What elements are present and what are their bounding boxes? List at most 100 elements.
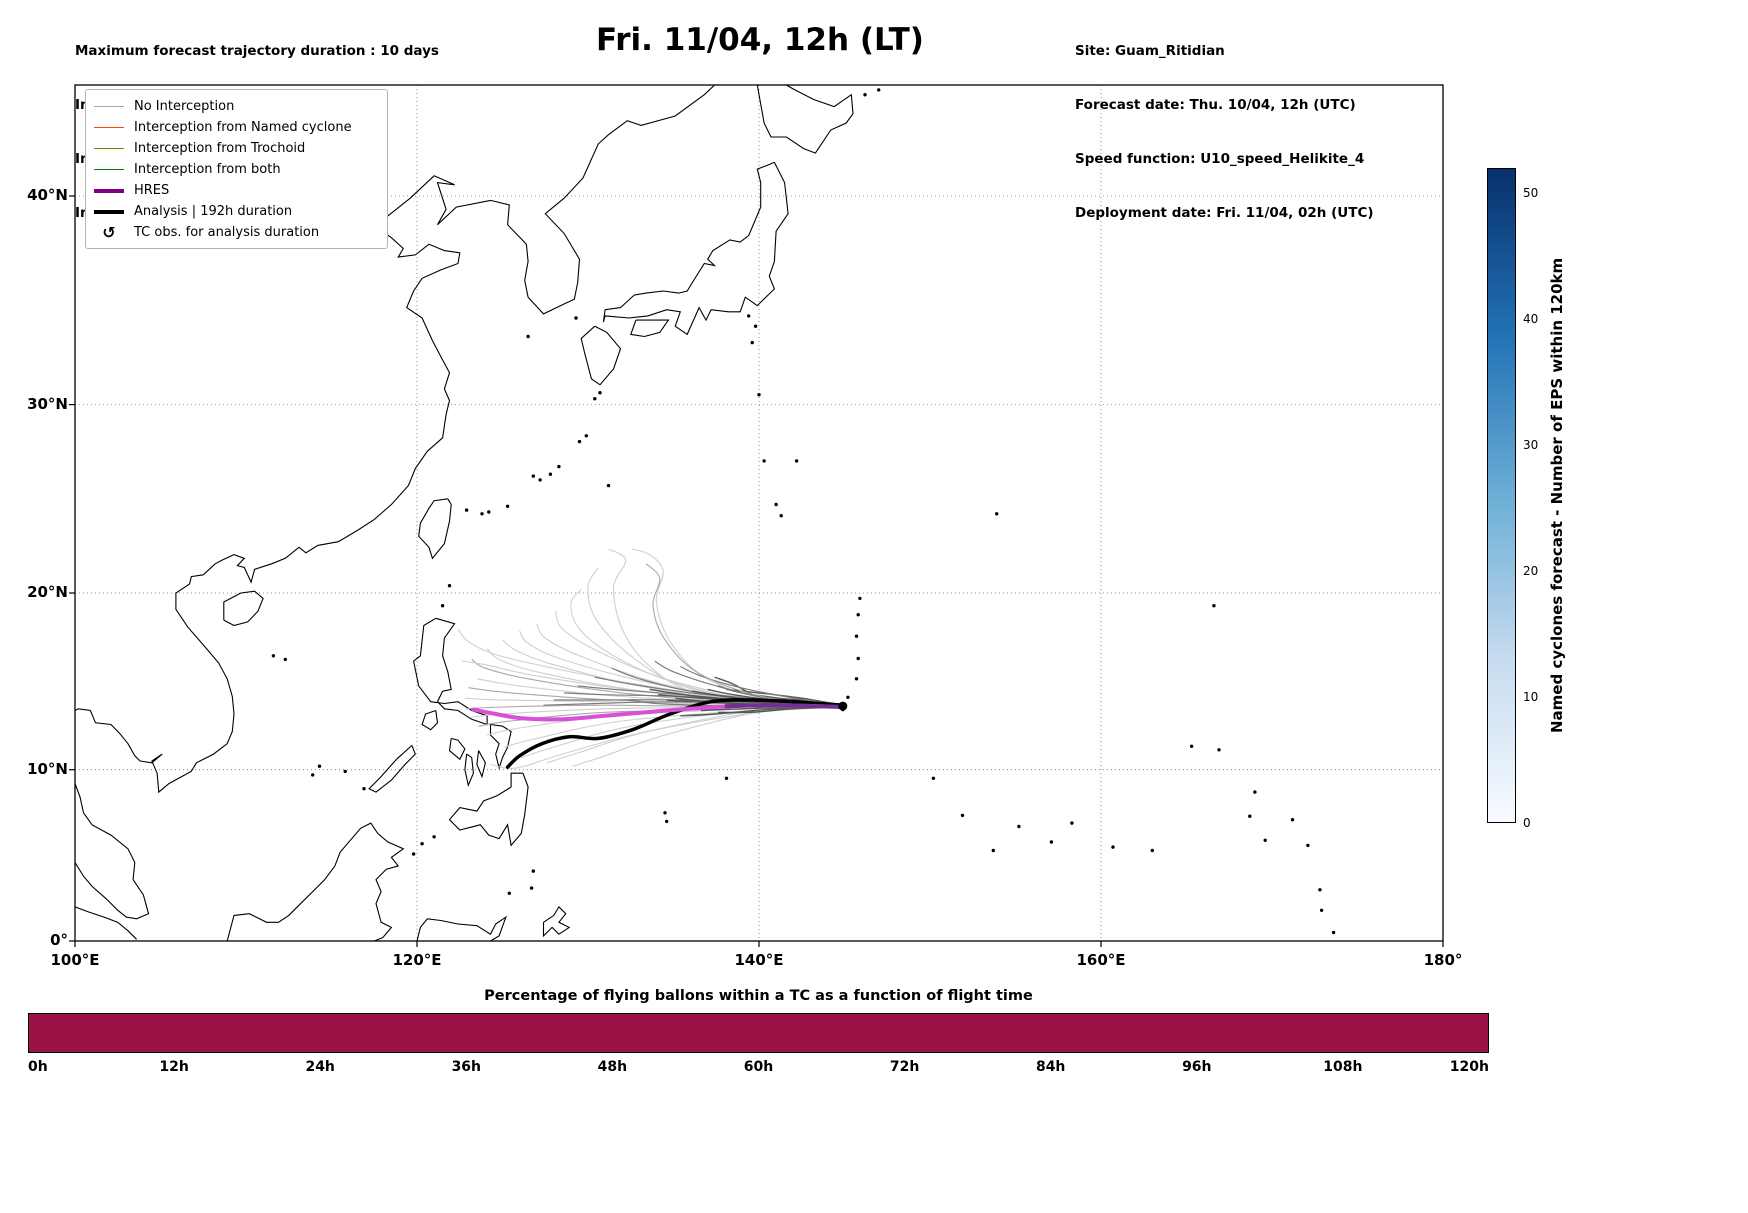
max-duration-line: Maximum forecast trajectory duration : 1… [75, 43, 439, 59]
legend-line-swatch [94, 148, 124, 149]
legend-item: Interception from Named cyclone [94, 117, 379, 138]
legend-line-swatch [94, 169, 124, 170]
island-marker [557, 464, 561, 469]
island-marker [774, 502, 778, 507]
bottom-x-tick-label: 84h [1035, 1059, 1066, 1075]
island-marker [1290, 818, 1295, 822]
island-marker [750, 340, 754, 345]
colorbar-tick-label: 30 [1523, 438, 1539, 453]
island-marker [1253, 790, 1257, 794]
speed-function-line: Speed function: U10_speed_Helikite_4 [1075, 151, 1365, 167]
bottom-x-tick-label: 0h [28, 1059, 48, 1075]
island-marker [794, 459, 799, 463]
y-tick-label: 20°N [27, 582, 68, 601]
legend-label: HRES [134, 183, 170, 198]
island-marker [1189, 744, 1194, 748]
island-marker [464, 508, 469, 512]
island-marker [762, 459, 766, 463]
legend-item: Analysis | 192h duration [94, 201, 379, 222]
legend-label: TC obs. for analysis duration [134, 225, 320, 240]
island-marker [991, 848, 995, 853]
legend-item: Interception from Trochoid [94, 138, 379, 159]
island-marker [1263, 838, 1267, 842]
coastline [226, 822, 405, 941]
y-tick-label: 10°N [27, 759, 68, 778]
x-tick-label: 160°E [1076, 951, 1126, 969]
island-marker [593, 397, 597, 401]
site-info-block: Site: Guam_Ritidian Forecast date: Thu. … [1075, 6, 1374, 258]
coastline [75, 175, 491, 794]
coastline [489, 723, 512, 771]
island-marker [863, 93, 867, 97]
island-marker [480, 512, 484, 516]
x-tick-label: 180° [1423, 951, 1463, 969]
colorbar-tick-label: 0 [1523, 816, 1531, 830]
island-marker [507, 891, 511, 895]
island-marker [1150, 848, 1155, 853]
island-marker [432, 835, 436, 839]
balloon-percentage-bar [28, 1013, 1489, 1053]
island-marker [538, 478, 542, 482]
coastline [416, 915, 507, 941]
hres-track-origin-segment [724, 703, 843, 709]
coastline [223, 590, 264, 627]
island-marker [858, 596, 862, 601]
legend-label: No Interception [134, 99, 235, 114]
coastline [464, 753, 474, 788]
legend: No Interception Interception from Named c… [85, 89, 388, 249]
island-marker [531, 474, 535, 478]
island-marker [505, 504, 510, 508]
island-marker [663, 811, 667, 815]
bottom-x-tick-label: 96h [1182, 1059, 1212, 1075]
coastline [448, 737, 466, 761]
colorbar-tick-label: 40 [1523, 312, 1539, 327]
island-marker [1070, 821, 1074, 825]
coastline [580, 325, 622, 386]
island-marker [779, 514, 783, 518]
island-marker [846, 695, 850, 699]
coastline [756, 85, 854, 154]
island-marker [529, 886, 534, 890]
legend-item: No Interception [94, 96, 379, 117]
bottom-x-tick-label: 24h [305, 1059, 335, 1075]
island-marker [487, 510, 491, 514]
legend-line-swatch [94, 209, 124, 214]
island-marker [317, 764, 322, 768]
bottom-x-tick-label: 72h [889, 1059, 920, 1075]
coastline [421, 709, 439, 731]
coastline [490, 85, 715, 315]
island-marker [1111, 845, 1115, 849]
y-tick-label: 40°N [27, 186, 68, 204]
ensemble-trajectory [645, 563, 843, 708]
island-marker [526, 334, 530, 339]
origin-marker [838, 701, 848, 711]
island-marker [1318, 888, 1322, 892]
island-marker [1217, 748, 1221, 752]
island-marker [598, 391, 602, 395]
legend-line-swatch [94, 106, 124, 107]
island-marker [362, 787, 366, 791]
coastline [75, 906, 137, 940]
island-marker [1017, 824, 1021, 829]
island-marker [606, 483, 611, 488]
island-marker [856, 613, 860, 617]
analysis-track [505, 698, 845, 769]
coastline [448, 772, 529, 847]
island-marker [584, 434, 588, 438]
island-marker [665, 819, 669, 824]
legend-label: Interception from both [134, 162, 281, 177]
x-tick-label: 140°E [734, 951, 784, 969]
map-frame [74, 84, 1444, 942]
island-marker [1319, 908, 1324, 912]
colorbar-tick-label: 20 [1523, 564, 1539, 579]
site-line: Site: Guam_Ritidian [1075, 43, 1225, 59]
island-marker [854, 634, 859, 638]
legend-item: ↺ TC obs. for analysis duration [94, 222, 379, 243]
coastline [418, 498, 452, 560]
legend-label: Analysis | 192h duration [134, 204, 293, 219]
coastline [630, 319, 670, 338]
deployment-date-line: Deployment date: Fri. 11/04, 02h (UTC) [1075, 205, 1374, 221]
coastline [368, 744, 416, 793]
island-marker [343, 769, 347, 774]
